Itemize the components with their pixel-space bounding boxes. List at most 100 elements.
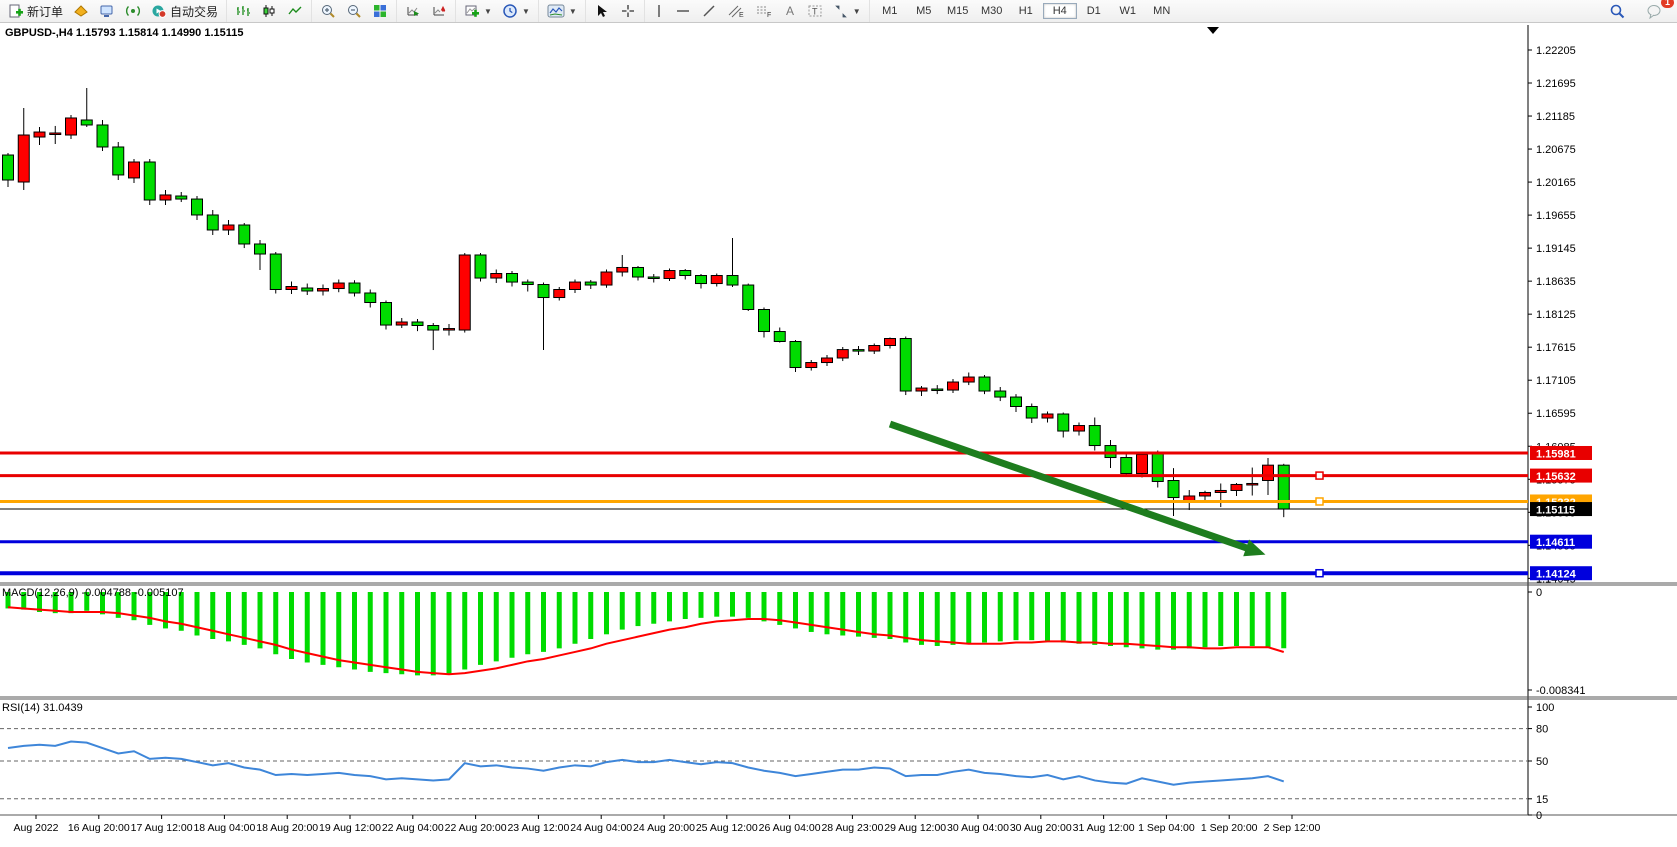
- line-chart-icon: [288, 6, 302, 15]
- candle-up: [663, 270, 676, 279]
- autotrading-button[interactable]: 自动交易: [147, 1, 222, 21]
- toolbar-group-indicators: ▼: [537, 0, 585, 22]
- chart-area[interactable]: 1.22205 1.21695 1.21185 1.20675 1.20165 1.196…: [0, 22, 1677, 842]
- timeframe-M5[interactable]: M5: [916, 5, 932, 17]
- candle-down: [726, 275, 739, 286]
- signals-button[interactable]: [121, 1, 145, 21]
- candle-up: [805, 362, 818, 369]
- candle-down: [2, 154, 14, 181]
- rsi-tick-label: 0: [1536, 810, 1542, 822]
- search-button[interactable]: [1605, 1, 1630, 21]
- candle-down: [206, 214, 219, 231]
- candle-up: [569, 281, 581, 290]
- text-label-button[interactable]: T: [803, 1, 827, 21]
- candle-down: [191, 198, 203, 216]
- trend-arrow-head[interactable]: [1243, 539, 1266, 557]
- candle-up: [915, 387, 928, 392]
- candle-down: [1088, 425, 1101, 447]
- zoom-out-button[interactable]: [342, 1, 366, 21]
- candle-down: [679, 270, 692, 277]
- price-tag-label: 1.15981: [1536, 448, 1576, 460]
- candle-down: [994, 390, 1007, 398]
- new-order-button[interactable]: 新订单: [4, 1, 67, 21]
- candle-down: [1010, 396, 1022, 407]
- macd-signal-line: [7, 606, 1285, 676]
- fibonacci-button[interactable]: F: [751, 1, 777, 21]
- gold-tool-button[interactable]: [69, 1, 93, 21]
- line-chart-button[interactable]: [283, 1, 307, 21]
- crosshair-button[interactable]: [616, 1, 640, 21]
- candle-down: [175, 195, 188, 200]
- notifications-button[interactable]: 1: [1642, 0, 1674, 21]
- zoom-in-button[interactable]: [316, 1, 340, 21]
- chart-background: [0, 22, 1677, 842]
- candle-down: [758, 309, 770, 333]
- text-label-icon: T: [808, 5, 822, 17]
- rsi-tick-label: 80: [1536, 724, 1548, 736]
- svg-text:A: A: [786, 4, 794, 18]
- profiles-button[interactable]: ▼: [498, 1, 534, 21]
- auto-scroll-button[interactable]: [401, 1, 425, 21]
- candle-up: [947, 381, 959, 391]
- toolbar-group-trade: 新订单 自动交易: [0, 0, 226, 22]
- timeframe-D1[interactable]: D1: [1086, 5, 1101, 17]
- trend-arrow-line[interactable]: [888, 420, 1254, 554]
- timeframe-W1[interactable]: W1: [1119, 5, 1136, 17]
- time-axis-label: 18 Aug 20:00: [256, 822, 318, 834]
- toolbar-group-zoom: [311, 0, 396, 22]
- indicators-button[interactable]: ▼: [543, 1, 581, 21]
- trendline-button[interactable]: [697, 1, 721, 21]
- timeframe-H1[interactable]: H1: [1018, 5, 1033, 17]
- candle-down: [301, 287, 314, 292]
- notification-badge: 1: [1660, 0, 1674, 8]
- candle-down: [143, 161, 156, 201]
- time-axis-label: 26 Aug 04:00: [759, 822, 821, 834]
- line-handle[interactable]: [1315, 568, 1324, 578]
- line-handle[interactable]: [1315, 471, 1324, 480]
- price-tag: [1530, 534, 1592, 549]
- time-axis-label: 19 Aug 12:00: [319, 822, 381, 834]
- hline-button[interactable]: [671, 1, 695, 21]
- candle-up: [395, 321, 408, 326]
- candle-up: [836, 349, 849, 359]
- channel-button[interactable]: E: [723, 1, 749, 21]
- candle-up: [317, 288, 329, 292]
- price-tick-label: 1.21695: [1536, 78, 1576, 90]
- arrows-button[interactable]: ▼: [829, 1, 865, 21]
- candle-down: [427, 324, 440, 331]
- candle-down: [269, 253, 282, 290]
- candle-up: [490, 273, 503, 279]
- time-axis-label: 31 Aug 12:00: [1073, 822, 1135, 834]
- horizontal-line-icon: [676, 10, 689, 12]
- price-tag-label: 1.14611: [1536, 537, 1575, 549]
- chart-shift-icon: [433, 5, 446, 16]
- auto-scroll-icon: [407, 7, 420, 16]
- cursor-button[interactable]: [590, 1, 614, 21]
- toolbar-group-scroll: [396, 0, 455, 22]
- price-tick-label: 1.18635: [1536, 276, 1576, 288]
- search-icon: [1610, 4, 1625, 18]
- line-handle[interactable]: [1315, 497, 1324, 506]
- price-tick-label: 1.17105: [1536, 375, 1576, 387]
- signal-icon: [126, 6, 140, 16]
- time-axis-label: 22 Aug 04:00: [382, 822, 444, 834]
- price-tag-label: 1.14124: [1536, 569, 1577, 581]
- price-tag-label: 1.15115: [1536, 505, 1575, 517]
- time-axis-label: 1 Sep 04:00: [1138, 822, 1195, 834]
- candle-up: [285, 286, 298, 290]
- chart-shift-marker[interactable]: [1207, 27, 1219, 34]
- timeframe-MN[interactable]: MN: [1153, 5, 1171, 17]
- new-chart-button[interactable]: ▼: [460, 1, 496, 21]
- text-button[interactable]: A: [779, 1, 801, 21]
- candle-down: [647, 276, 660, 279]
- timeframe-H4[interactable]: H4: [1042, 3, 1077, 19]
- chart-shift-button[interactable]: [427, 1, 451, 21]
- bar-chart-button[interactable]: [231, 1, 255, 21]
- timeframe-M30[interactable]: M30: [981, 5, 1003, 17]
- timeframe-M1[interactable]: M1: [882, 5, 898, 17]
- timeframe-M15[interactable]: M15: [947, 5, 969, 17]
- vline-button[interactable]: [649, 1, 669, 21]
- candlestick-button[interactable]: [257, 1, 281, 21]
- tile-windows-button[interactable]: [368, 1, 392, 21]
- terminal-button[interactable]: [95, 1, 119, 21]
